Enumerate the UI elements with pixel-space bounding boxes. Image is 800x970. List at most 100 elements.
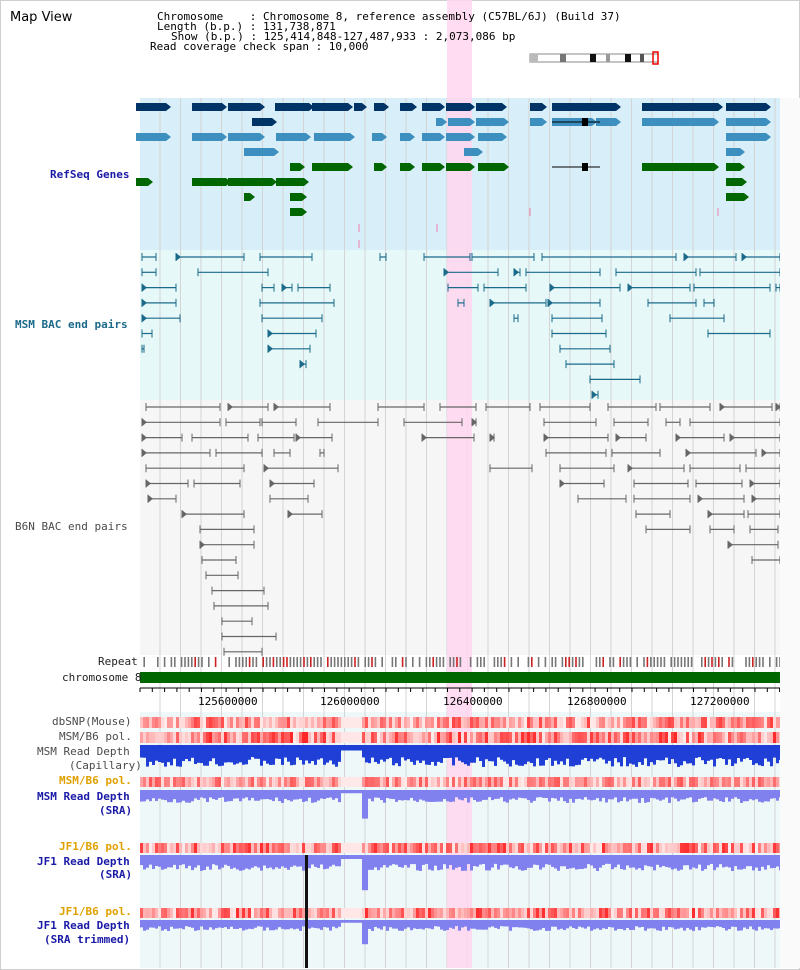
track-label-jf1-b6-pol[interactable]: JF1/B6 pol. xyxy=(59,840,132,853)
repeat-feature xyxy=(170,657,173,667)
jf1-b6-pol-heat xyxy=(437,843,440,853)
jf1-b6-pol-2-heat xyxy=(308,908,311,918)
jf1-b6-pol-heat xyxy=(713,843,716,853)
repeat-feature xyxy=(439,657,441,667)
msm-b6-pol-heat xyxy=(620,732,623,743)
jf1-b6-pol-heat xyxy=(278,843,281,853)
track-label-refseq[interactable]: RefSeq Genes xyxy=(50,168,130,181)
msm-depth-sra-bar xyxy=(644,790,647,803)
track-label-msm-b6-pol[interactable]: MSM/B6 pol. xyxy=(59,730,132,743)
jf1-b6-pol-2-heat xyxy=(626,908,629,918)
track-label-msm-bac[interactable]: MSM BAC end pairs xyxy=(15,318,128,331)
jf1-b6-pol-2-heat xyxy=(479,908,482,918)
msm-depth-cap-bar xyxy=(695,745,698,758)
msm-b6-pol-heat xyxy=(623,732,626,743)
gene-feature xyxy=(530,118,542,126)
jf1-depth-trim-bar xyxy=(755,920,758,931)
track-label-chromosome[interactable]: chromosome 8 xyxy=(62,671,142,684)
jf1-b6-pol-heat xyxy=(476,843,479,853)
jf1-depth-sra-bar xyxy=(668,855,671,868)
track-label-msm-b6-pol-2[interactable]: MSM/B6 pol. xyxy=(59,774,132,787)
msm-b6-pol-heat xyxy=(278,732,281,743)
msm-depth-sra-bar xyxy=(743,790,746,802)
jf1-depth-trim-bar xyxy=(386,920,389,931)
jf1-b6-pol-heat xyxy=(386,843,389,853)
jf1-depth-trim-bar xyxy=(206,920,209,930)
dbsnp-heat xyxy=(725,717,728,728)
msm-b6-pol-heat xyxy=(317,732,320,743)
msm-b6-pol-heat xyxy=(290,732,293,743)
dbsnp-heat xyxy=(293,717,296,728)
dbsnp-heat xyxy=(410,717,413,728)
dbsnp-heat xyxy=(686,717,689,728)
track-label-b6n-bac[interactable]: B6N BAC end pairs xyxy=(15,520,128,533)
jf1-depth-sra-bar xyxy=(239,855,242,871)
msm-b6-pol-2-heat xyxy=(158,777,161,787)
jf1-depth-trim-bar xyxy=(296,920,299,929)
msm-b6-pol-2-heat xyxy=(431,777,434,787)
msm-depth-cap-bar xyxy=(386,745,389,760)
jf1-b6-pol-heat xyxy=(695,843,698,853)
jf1-b6-pol-heat xyxy=(632,843,635,853)
msm-depth-sra-bar xyxy=(173,790,176,800)
repeat-feature xyxy=(622,657,625,667)
jf1-depth-sra-bar xyxy=(326,855,329,869)
repeat-feature xyxy=(354,657,356,667)
msm-b6-pol-heat xyxy=(269,732,272,743)
dbsnp-heat xyxy=(242,717,245,728)
msm-b6-pol-heat xyxy=(251,732,254,743)
dbsnp-heat xyxy=(206,717,209,728)
repeat-feature xyxy=(248,657,251,667)
dbsnp-heat xyxy=(464,717,467,728)
track-label-msm-depth-sra[interactable]: MSM Read Depth xyxy=(37,790,130,803)
msm-depth-cap-bar xyxy=(584,745,587,759)
msm-b6-pol-heat xyxy=(434,732,437,743)
jf1-b6-pol-heat xyxy=(620,843,623,853)
msm-b6-pol-2-heat xyxy=(653,777,656,787)
msm-depth-cap-bar xyxy=(365,745,368,763)
jf1-depth-sra-bar xyxy=(527,855,530,868)
track-label-repeat[interactable]: Repeat xyxy=(98,655,138,668)
jf1-depth-sra-bar xyxy=(200,855,203,871)
gene-feature xyxy=(400,133,410,141)
track-label-jf1-depth-trim[interactable]: JF1 Read Depth xyxy=(37,919,130,932)
msm-b6-pol-heat xyxy=(773,732,776,743)
track-label-dbsnp[interactable]: dbSNP(Mouse) xyxy=(52,715,132,728)
msm-depth-sra-bar xyxy=(656,790,659,800)
msm-depth-sra-bar xyxy=(218,790,221,798)
jf1-b6-pol-2-heat xyxy=(470,908,473,918)
msm-b6-pol-heat xyxy=(551,732,554,743)
msm-depth-sra-bar xyxy=(764,790,767,802)
dbsnp-heat xyxy=(587,717,590,728)
track-label-msm-depth-cap[interactable]: MSM Read Depth xyxy=(37,745,130,758)
jf1-depth-sra-bar xyxy=(380,855,383,868)
gene-feature xyxy=(312,103,348,111)
msm-b6-pol-2-heat xyxy=(359,777,362,787)
msm-depth-cap-bar xyxy=(731,745,734,767)
jf1-b6-pol-heat xyxy=(743,843,746,853)
msm-b6-pol-heat xyxy=(533,732,536,743)
msm-depth-sra-bar xyxy=(437,790,440,802)
track-label-jf1-depth[interactable]: JF1 Read Depth xyxy=(37,855,130,868)
msm-b6-pol-2-heat xyxy=(755,777,758,787)
dbsnp-heat xyxy=(509,717,512,728)
msm-depth-sra-bar xyxy=(170,790,173,803)
jf1-b6-pol-2-heat xyxy=(269,908,272,918)
jf1-b6-pol-2-heat xyxy=(203,908,206,918)
jf1-b6-pol-heat xyxy=(305,843,308,853)
msm-depth-sra-bar xyxy=(209,790,212,798)
msm-b6-pol-heat xyxy=(242,732,245,743)
gene-strand-arrow xyxy=(504,118,509,126)
jf1-b6-pol-heat xyxy=(203,843,206,853)
msm-depth-sra-bar xyxy=(326,790,329,798)
jf1-depth-trim-bar xyxy=(470,920,473,929)
jf1-depth-trim-bar xyxy=(383,920,386,927)
msm-depth-sra-bar xyxy=(188,790,191,803)
jf1-b6-pol-2-heat xyxy=(662,908,665,918)
dbsnp-heat xyxy=(143,717,146,728)
dbsnp-heat xyxy=(497,717,500,728)
jf1-depth-sra-bar xyxy=(293,855,296,866)
msm-depth-cap-bar xyxy=(164,745,167,767)
track-label-jf1-b6-pol-2[interactable]: JF1/B6 pol. xyxy=(59,905,132,918)
